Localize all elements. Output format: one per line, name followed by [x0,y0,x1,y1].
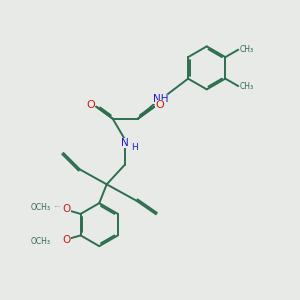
Text: NH: NH [153,94,168,104]
Text: N: N [121,137,128,148]
Text: CH₃: CH₃ [240,45,254,54]
Text: O: O [155,100,164,110]
Text: CH₃: CH₃ [240,82,254,91]
Text: H: H [131,143,137,152]
Text: methoxy: methoxy [55,206,61,207]
Text: O: O [62,235,71,245]
Text: O: O [86,100,95,110]
Text: OCH₃: OCH₃ [31,238,51,247]
Text: O: O [62,204,71,214]
Text: OCH₃: OCH₃ [31,203,51,212]
